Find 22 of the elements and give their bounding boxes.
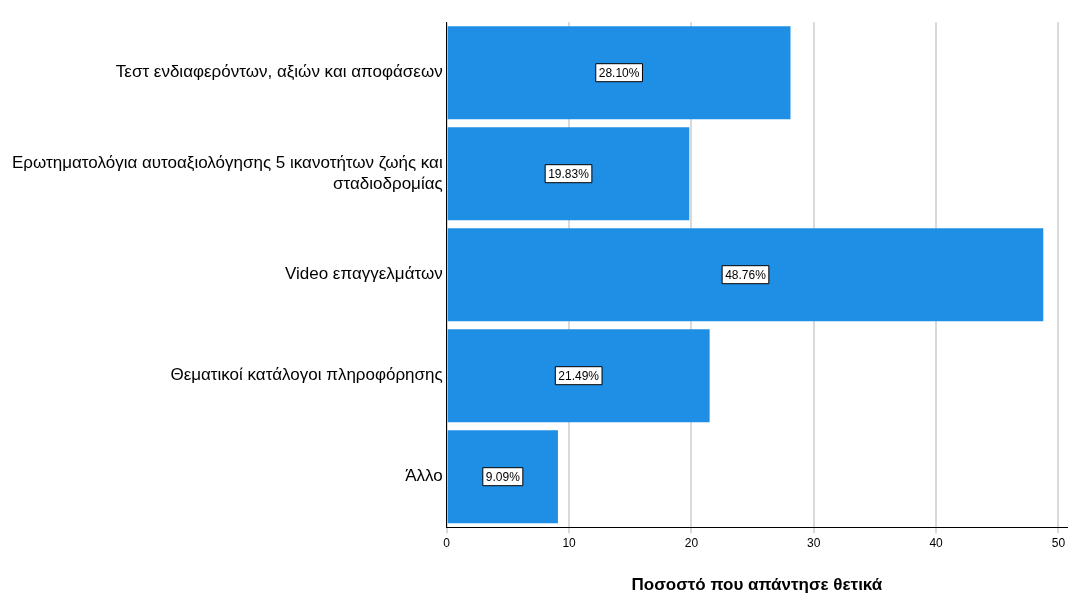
y-tick-label: Άλλο	[405, 466, 443, 486]
x-tick-label: 20	[684, 535, 699, 550]
x-tick-label: 50	[1051, 535, 1066, 550]
y-tick-label: Θεματικοί κατάλογοι πληροφόρησης	[170, 365, 443, 385]
bar	[447, 430, 558, 524]
bar	[447, 228, 1044, 322]
x-tick-label: 40	[929, 535, 944, 550]
y-tick-label: Τεστ ενδιαφερόντων, αξιών και αποφάσεων	[115, 62, 443, 82]
data-label: 19.83%	[548, 167, 590, 182]
bar	[447, 127, 690, 221]
y-tick-label: Ερωτηματολόγια αυτοαξιολόγησης 5 ικανοτήτων ζωής και σταδιοδρομίας	[11, 153, 443, 193]
bar	[447, 26, 791, 120]
data-label: 21.49%	[558, 369, 600, 384]
x-tick-label: 10	[562, 535, 577, 550]
bar	[447, 329, 710, 423]
x-axis-title: Ποσοστό που απάντησε θετικά	[631, 575, 883, 595]
x-tick-label: 30	[807, 535, 821, 550]
x-tick-label: 0	[443, 535, 451, 550]
data-label: 9.09%	[485, 470, 521, 485]
data-label: 48.76%	[725, 268, 767, 283]
data-label: 28.10%	[598, 66, 640, 81]
y-tick-label: Video επαγγελμάτων	[284, 264, 443, 284]
